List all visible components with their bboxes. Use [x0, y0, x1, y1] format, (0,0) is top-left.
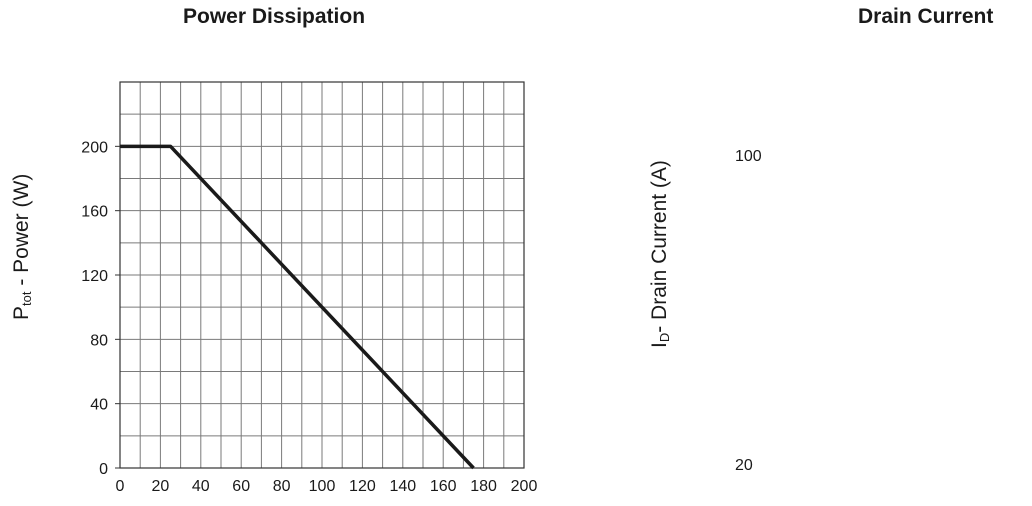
x-tick-label: 80	[273, 478, 291, 495]
x-tick-label: 160	[430, 478, 457, 495]
y-tick-label: 80	[90, 332, 108, 349]
x-tick-label: 100	[309, 478, 336, 495]
y-tick-label: 120	[81, 268, 108, 285]
y-tick-label: 160	[81, 204, 108, 221]
power-derating-line	[120, 144, 475, 470]
x-tick-label: 120	[349, 478, 376, 495]
y-tick-label: 200	[81, 139, 108, 156]
power-dissipation-title: Power Dissipation	[183, 5, 366, 28]
x-tick-label: 180	[470, 478, 497, 495]
drain-current-title: Drain Current	[858, 5, 994, 28]
x-tick-label: 40	[192, 478, 210, 495]
x-tick-label: 20	[152, 478, 170, 495]
x-tick-label: 200	[511, 478, 538, 495]
x-tick-label: 60	[232, 478, 250, 495]
x-tick-label: 140	[389, 478, 416, 495]
drain-y-tick-label: 20	[735, 457, 753, 474]
y-tick-label: 0	[99, 461, 108, 478]
drain-y-tick-label: 100	[735, 148, 762, 165]
x-tick-label: 0	[116, 478, 125, 495]
y-tick-label: 40	[90, 397, 108, 414]
